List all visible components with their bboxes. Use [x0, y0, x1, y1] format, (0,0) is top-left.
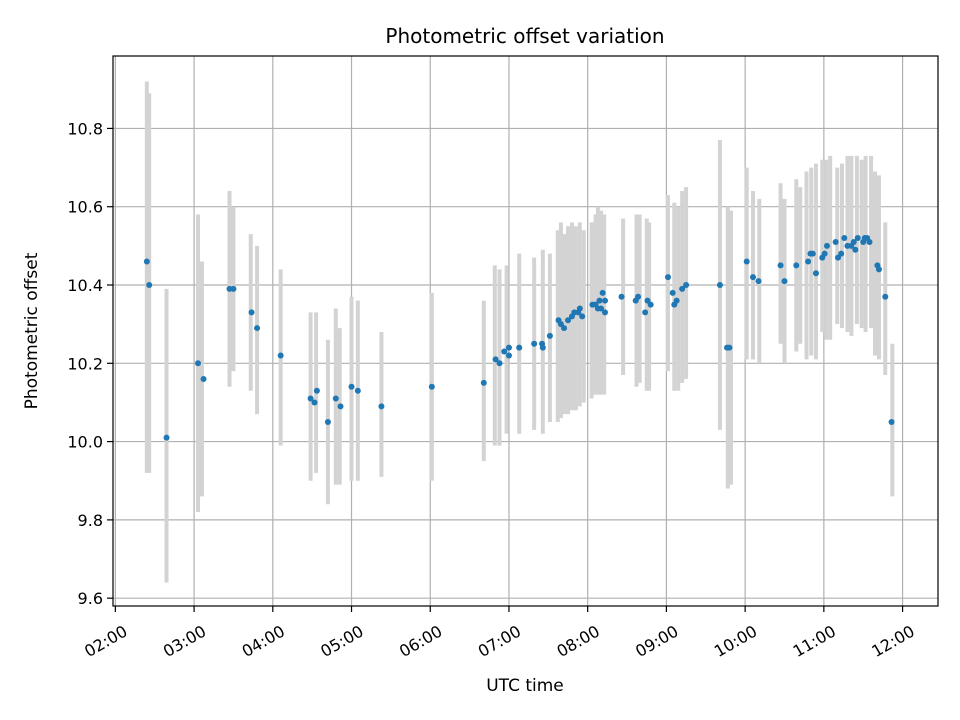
data-point [832, 238, 839, 245]
data-point [332, 395, 339, 402]
chart-title: Photometric offset variation [385, 24, 664, 48]
y-tick-label: 10.0 [67, 433, 103, 452]
grid [113, 56, 938, 606]
data-point [576, 305, 583, 312]
data-point [277, 352, 284, 359]
data-point [888, 419, 895, 426]
data-point [324, 419, 331, 426]
data-point [378, 403, 385, 410]
data-point [230, 285, 237, 292]
data-point [307, 395, 314, 402]
data-point [505, 352, 512, 359]
data-point [561, 325, 568, 332]
data-point [200, 375, 207, 382]
data-point [579, 313, 586, 320]
data-point [647, 301, 654, 308]
data-point [852, 246, 859, 253]
data-point [531, 340, 538, 347]
data-point [354, 387, 361, 394]
data-point [821, 250, 828, 257]
data-point [492, 356, 499, 363]
data-point [673, 297, 680, 304]
y-tick-label: 10.4 [67, 276, 103, 295]
data-point [726, 344, 733, 351]
y-tick-label: 10.6 [67, 198, 103, 217]
data-point [669, 289, 676, 296]
data-point [565, 317, 572, 324]
data-point [750, 274, 757, 281]
data-point [599, 289, 606, 296]
data-point [635, 293, 642, 300]
y-axis-label: Photometric offset [22, 252, 42, 409]
data-point [596, 297, 603, 304]
data-point [716, 282, 723, 289]
data-points [143, 235, 895, 441]
data-point [348, 383, 355, 390]
data-point [755, 278, 762, 285]
data-point [683, 282, 690, 289]
data-point [602, 297, 609, 304]
data-point [480, 379, 487, 386]
data-point [496, 360, 503, 367]
data-point [743, 258, 750, 265]
plot-frame [112, 55, 939, 607]
data-point [618, 293, 625, 300]
data-point [546, 332, 553, 339]
data-point [679, 285, 686, 292]
data-point [841, 235, 848, 242]
data-point [598, 305, 605, 312]
data-point [501, 348, 508, 355]
data-point [850, 238, 857, 245]
data-point [143, 258, 150, 265]
data-point [539, 344, 546, 351]
data-point [516, 344, 523, 351]
data-point [163, 434, 170, 441]
data-point [313, 387, 320, 394]
data-point [882, 293, 889, 300]
data-point [602, 309, 609, 316]
data-point [777, 262, 784, 269]
data-point [195, 360, 202, 367]
y-axis-ticks: 9.6 9.8 10.0 10.2 10.4 10.6 10.8 [67, 119, 113, 608]
data-point [505, 344, 512, 351]
data-point [838, 250, 845, 257]
y-tick-label: 9.8 [78, 511, 103, 530]
data-point [866, 238, 873, 245]
data-point [642, 309, 649, 316]
data-point [875, 266, 882, 273]
y-tick-label: 10.8 [67, 119, 103, 138]
data-point [781, 278, 788, 285]
data-point [805, 258, 812, 265]
data-point [824, 242, 831, 249]
data-point [311, 399, 318, 406]
data-point [254, 325, 261, 332]
data-point [809, 250, 816, 257]
data-point [793, 262, 800, 269]
data-point [146, 282, 153, 289]
data-point [337, 403, 344, 410]
data-point [248, 309, 255, 316]
y-tick-label: 9.6 [78, 589, 103, 608]
x-axis-label: UTC time [486, 676, 564, 696]
data-point [664, 274, 671, 281]
data-point [854, 235, 861, 242]
data-point [812, 270, 819, 277]
data-point [428, 383, 435, 390]
y-tick-label: 10.2 [67, 354, 103, 373]
